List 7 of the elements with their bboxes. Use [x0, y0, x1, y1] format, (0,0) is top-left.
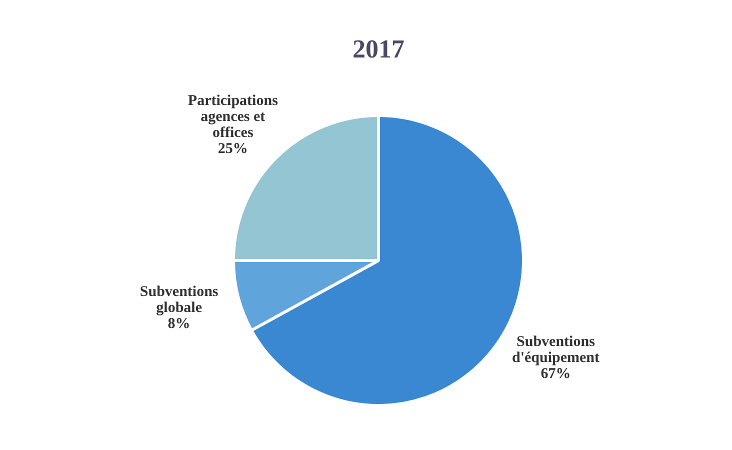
data-label: 67%	[540, 366, 571, 382]
slice-label: Subventions globale	[140, 284, 218, 316]
slice-label: Subventions d'équipement	[512, 334, 600, 366]
chart-title: 2017	[352, 34, 404, 64]
slice-label: Participations agences et offices	[188, 93, 278, 142]
data-label: 25%	[218, 141, 248, 158]
data-label: 8%	[168, 316, 190, 332]
